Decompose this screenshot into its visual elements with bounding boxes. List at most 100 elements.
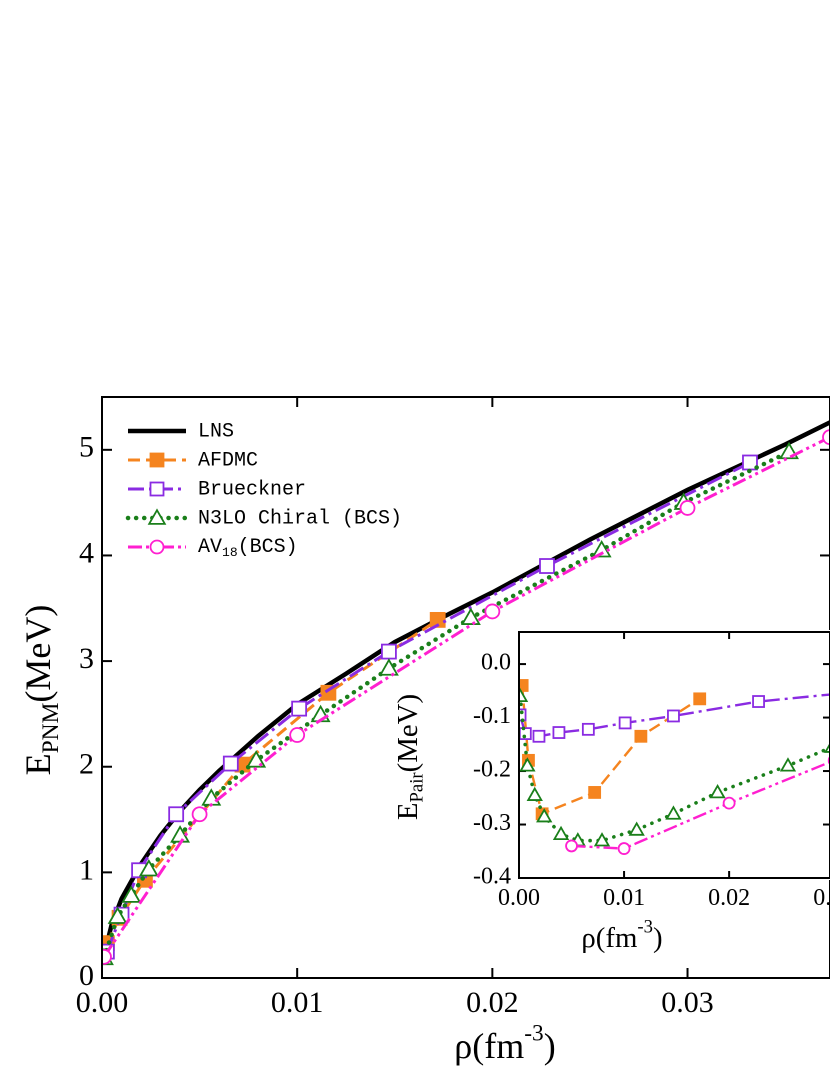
marker xyxy=(628,821,645,836)
series-line xyxy=(519,694,830,843)
marker xyxy=(593,832,611,847)
marker xyxy=(378,658,399,676)
axes-frame xyxy=(518,631,830,879)
x-axis-label-part: ) xyxy=(544,1026,556,1066)
y-tick-label: 2 xyxy=(79,748,94,781)
x-axis-label: ρ(fm-3) xyxy=(454,1021,555,1066)
marker xyxy=(709,784,726,799)
marker xyxy=(779,757,797,772)
y-axis-label-part: PNM xyxy=(38,702,64,753)
legend-label: LNS xyxy=(198,420,234,443)
y-tick-label: 0 xyxy=(79,959,94,992)
x-axis-label-part: ) xyxy=(653,922,663,954)
y-tick-label: 5 xyxy=(79,431,94,464)
y-axis-label-part: Pair xyxy=(407,772,428,803)
marker xyxy=(149,452,165,468)
x-tick-label: 0.02 xyxy=(466,986,519,1019)
legend-label-part: 18 xyxy=(222,545,238,560)
series-line xyxy=(571,760,830,850)
x-axis-label-part: (fm xyxy=(472,1026,524,1066)
marker xyxy=(519,687,529,703)
marker xyxy=(667,709,680,723)
y-tick-label: 3 xyxy=(79,642,94,675)
marker xyxy=(222,755,239,772)
marker xyxy=(679,500,696,516)
marker xyxy=(591,539,612,558)
plot: 0.00 0.01 0.02 0.03012345ρ(fm-3)EPNM(MeV)LN… xyxy=(18,396,830,1066)
y-tick-label: 1 xyxy=(79,853,94,886)
x-axis-label: ρ(fm-3) xyxy=(581,917,662,954)
x-tick-label: 0.01 xyxy=(603,885,645,911)
marker xyxy=(539,558,555,574)
y-axis-label-part: (MeV) xyxy=(18,605,58,703)
marker xyxy=(752,695,765,708)
x-axis-label-part: ρ xyxy=(581,922,595,954)
marker xyxy=(532,729,546,743)
y-axis-label-part: (MeV) xyxy=(392,694,424,772)
marker xyxy=(519,708,527,722)
marker xyxy=(191,806,208,823)
marker xyxy=(823,742,830,753)
y-axis-label-part: E xyxy=(18,753,58,775)
y-tick-label: 0.0 xyxy=(481,650,511,676)
marker xyxy=(460,607,481,625)
x-axis-label-part: (fm xyxy=(596,922,638,954)
series-line xyxy=(105,461,751,953)
legend-label-part: AV xyxy=(198,536,222,559)
legend-label-part: (BCS) xyxy=(238,536,298,559)
x-axis-label-part: -3 xyxy=(637,917,653,938)
marker xyxy=(149,481,165,497)
x-axis-label-part: -3 xyxy=(524,1021,544,1047)
plot: 0.00 0.01 0.02 0.03 -0.4 -0.3 -0.2 -0.1 0.0 ρ(fm-… xyxy=(392,630,830,954)
y-tick-label: 4 xyxy=(79,536,94,569)
marker xyxy=(519,757,536,772)
marker xyxy=(693,692,707,706)
marker xyxy=(149,539,165,555)
inset-background xyxy=(517,630,830,880)
marker xyxy=(618,716,632,730)
marker xyxy=(484,603,501,620)
x-tick-label: 0.03 xyxy=(661,986,714,1019)
legend: LNS AFDMC Brueckner N3LO Chiral (BCS) AV18(B… xyxy=(125,420,402,560)
y-tick-label: -0.3 xyxy=(473,810,511,836)
x-tick-label: 0.01 xyxy=(271,986,324,1019)
marker xyxy=(822,429,830,446)
y-tick-label: -0.4 xyxy=(473,864,511,890)
y-axis-label: EPair(MeV) xyxy=(392,694,428,820)
marker xyxy=(526,786,543,801)
series-line xyxy=(519,693,830,738)
legend-label: AV18(BCS) xyxy=(198,536,298,560)
marker xyxy=(565,839,578,853)
legend-label: Brueckner xyxy=(198,478,306,501)
marker xyxy=(138,858,159,877)
marker xyxy=(381,643,397,660)
marker xyxy=(588,786,602,799)
marker xyxy=(291,700,308,717)
marker xyxy=(634,729,648,743)
marker xyxy=(722,796,736,810)
x-tick-label: 0.00 xyxy=(498,885,540,911)
marker xyxy=(121,885,142,903)
y-tick-label: -0.1 xyxy=(473,703,511,729)
series-line xyxy=(520,685,701,816)
x-tick-label: 0.00 xyxy=(76,986,129,1019)
x-axis-label-part: ρ xyxy=(454,1026,472,1066)
legend-label: AFDMC xyxy=(198,449,258,472)
y-axis-label: EPNM(MeV) xyxy=(18,605,64,776)
plot-area xyxy=(102,420,830,966)
series-line xyxy=(102,435,830,958)
marker xyxy=(102,948,112,965)
marker xyxy=(147,508,167,525)
x-tick-label: 0.02 xyxy=(708,885,750,911)
plot-area xyxy=(519,679,830,855)
axes-frame xyxy=(101,396,830,979)
marker xyxy=(665,805,682,820)
y-axis-label-part: E xyxy=(392,802,424,820)
marker xyxy=(168,806,185,823)
legend-label: N3LO Chiral (BCS) xyxy=(198,507,402,530)
y-tick-label: -0.2 xyxy=(473,757,511,783)
x-tick-label: 0.03 xyxy=(813,885,830,911)
marker xyxy=(617,842,631,855)
